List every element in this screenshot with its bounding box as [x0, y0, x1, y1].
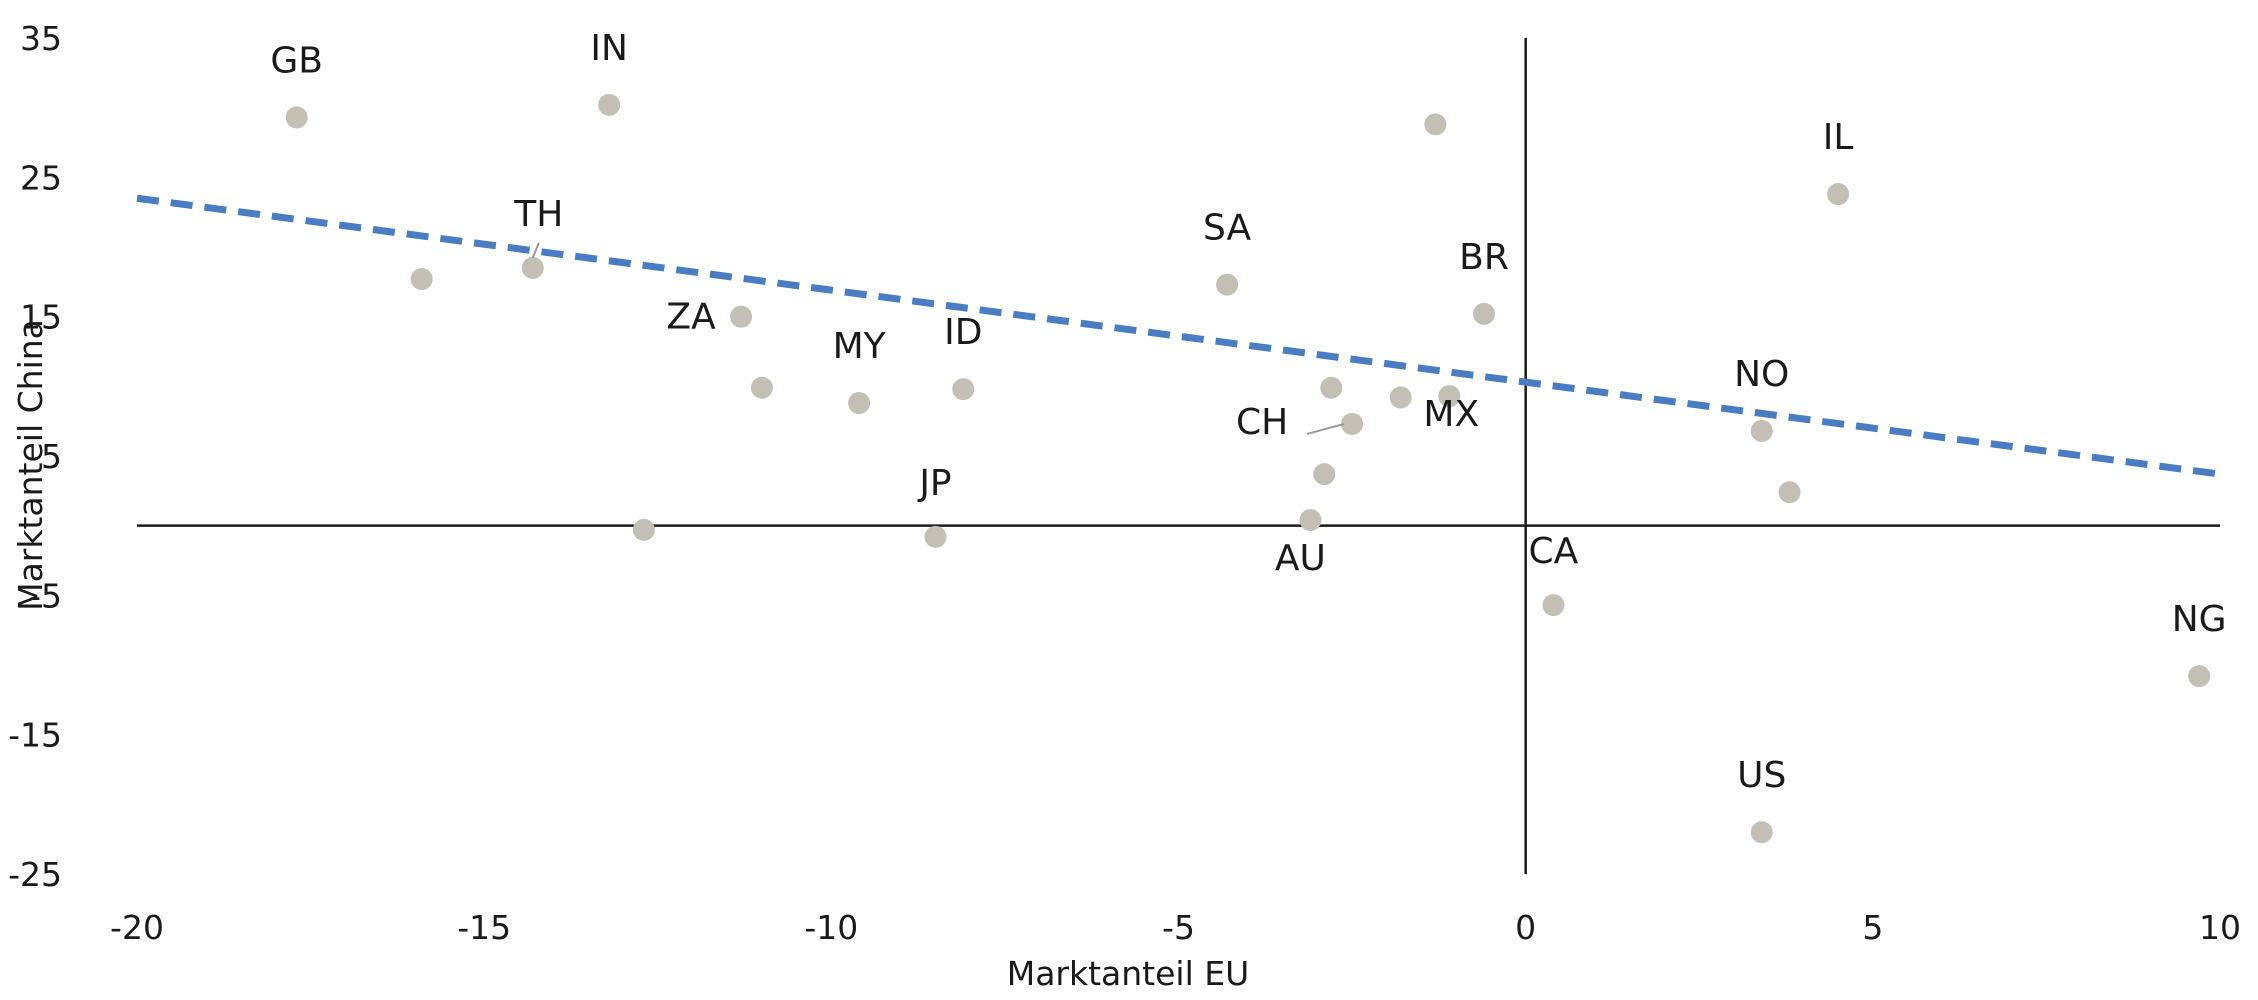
- y-tick-label: 15: [20, 298, 62, 337]
- data-point-il: [1827, 183, 1850, 206]
- data-point: [1778, 481, 1801, 504]
- data-point-us: [1750, 821, 1773, 844]
- data-point-br: [1473, 302, 1496, 325]
- x-tick-label: -20: [110, 908, 164, 947]
- data-point-au: [1299, 509, 1322, 532]
- zero-axes: [137, 38, 2220, 874]
- data-point-th: [521, 256, 544, 279]
- point-label-no: NO: [1734, 354, 1789, 395]
- x-tick-label: -15: [457, 908, 511, 947]
- data-point-id: [952, 378, 975, 401]
- y-tick-label: 35: [20, 19, 62, 58]
- y-axis-ticks: 35 25 15 5 -5 -15 -25: [8, 19, 62, 894]
- trendline-layer: [136, 194, 2221, 478]
- y-axis-title: Marktanteil China: [11, 319, 50, 611]
- trendline: [136, 194, 2221, 478]
- data-point-in: [598, 93, 621, 116]
- data-point: [1389, 386, 1412, 409]
- leader-line: [531, 242, 540, 259]
- point-label-my: MY: [833, 326, 887, 367]
- point-label-us: US: [1737, 755, 1786, 796]
- point-label-gb: GB: [270, 40, 323, 81]
- y-tick-label: -25: [8, 855, 62, 894]
- point-labels-layer: GB IN TH ZA MY ID JP SA BR CH MX AU IL NO CA NG US: [270, 28, 2226, 796]
- data-point-ca: [1542, 594, 1565, 617]
- x-axis-ticks: -20 -15 -10 -5 0 5 10: [110, 908, 2241, 947]
- data-point-za: [730, 305, 753, 328]
- point-label-ca: CA: [1529, 531, 1579, 572]
- data-point: [410, 268, 433, 291]
- data-point: [1313, 463, 1336, 486]
- point-label-za: ZA: [666, 297, 716, 338]
- x-tick-label: 0: [1515, 908, 1536, 947]
- x-tick-label: -5: [1162, 908, 1195, 947]
- data-point: [750, 376, 773, 399]
- point-label-au: AU: [1275, 538, 1326, 579]
- point-label-sa: SA: [1203, 208, 1252, 249]
- data-point-ng: [2188, 665, 2211, 688]
- data-point: [632, 518, 655, 541]
- y-tick-label: -5: [29, 576, 62, 615]
- y-tick-label: 25: [20, 158, 62, 197]
- point-label-in: IN: [590, 28, 628, 69]
- point-label-ng: NG: [2172, 599, 2227, 640]
- points-layer: [285, 93, 2211, 844]
- x-axis-title: Marktanteil EU: [1007, 954, 1250, 993]
- leader-line: [1306, 422, 1345, 435]
- data-point-mx: [1438, 385, 1461, 408]
- point-label-jp: JP: [917, 463, 951, 504]
- x-tick-label: -10: [804, 908, 858, 947]
- point-label-br: BR: [1459, 237, 1509, 278]
- point-label-il: IL: [1823, 117, 1854, 158]
- data-point-sa: [1216, 273, 1239, 296]
- data-point-jp: [924, 525, 947, 548]
- point-label-mx: MX: [1423, 394, 1479, 435]
- y-tick-label: 5: [41, 437, 62, 476]
- data-point-gb: [285, 106, 308, 129]
- point-label-ch: CH: [1236, 402, 1288, 443]
- point-label-id: ID: [944, 312, 982, 353]
- data-point-no: [1750, 419, 1773, 442]
- data-point-my: [848, 392, 871, 415]
- data-point: [1424, 113, 1447, 136]
- data-point: [1320, 376, 1343, 399]
- y-tick-label: -15: [8, 716, 62, 755]
- point-label-th: TH: [513, 194, 563, 235]
- x-tick-label: 10: [2199, 908, 2241, 947]
- x-tick-label: 5: [1862, 908, 1883, 947]
- data-point-ch: [1341, 412, 1364, 435]
